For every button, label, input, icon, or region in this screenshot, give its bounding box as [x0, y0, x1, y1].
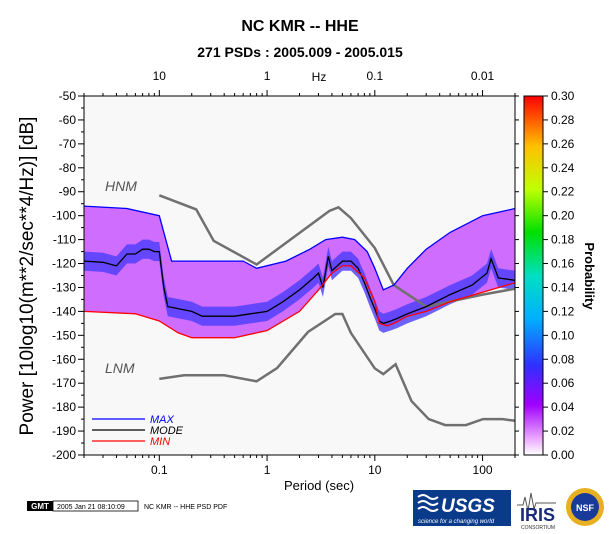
colorbar-tick-label: 0.06 — [551, 376, 575, 390]
max-line — [84, 205, 515, 291]
colorbar-label: Probability — [582, 242, 597, 310]
colorbar-ticks: 0.00 0.02 0.04 0.06 0.08 0.10 0.12 0.14 0.16 0.18… — [543, 89, 575, 462]
gmt-footer: GMT 2005 Jan 21 08:10:09 NC KMR -- HHE P… — [27, 500, 227, 512]
y-tick-label: -160 — [52, 352, 76, 366]
y-axis-label: Power [10log10(m**2/sec**4/Hz)] [dB] — [17, 117, 38, 436]
y-tick-label: -150 — [52, 328, 76, 342]
top-axis: 10 1 0.1 0.01 — [153, 69, 495, 96]
psd-series — [84, 205, 515, 339]
usgs-logo-text: USGS — [441, 496, 495, 517]
x-tick-label: 100 — [473, 463, 493, 477]
pdf-core — [84, 239, 515, 333]
top-axis-label: Hz — [312, 70, 327, 84]
colorbar-tick-label: 0.10 — [551, 328, 575, 342]
x-axis-label: Period (sec) — [284, 478, 354, 493]
usgs-logo-bg — [413, 490, 511, 526]
nsf-logo-text: NSF — [576, 503, 595, 513]
footer-timestamp: 2005 Jan 21 08:10:09 — [57, 504, 125, 511]
legend-label-min: MIN — [150, 436, 170, 448]
y-tick-label: -110 — [53, 233, 76, 247]
iris-logo: IRIS CONSORTIUM — [517, 492, 556, 531]
y-tick-label: -100 — [52, 209, 76, 223]
chart-title: NC KMR -- HHE — [241, 18, 359, 35]
y-tick-label: -70 — [59, 137, 77, 151]
colorbar-tick-label: 0.16 — [551, 257, 575, 271]
top-tick-label: 0.1 — [366, 69, 383, 83]
iris-logo-text: IRIS — [520, 505, 555, 525]
y-tick-label: -50 — [59, 89, 77, 103]
seismogram-icon — [517, 492, 556, 512]
y-tick-label: -190 — [52, 424, 76, 438]
y-tick-label: -140 — [52, 304, 76, 318]
colorbar-tick-label: 0.02 — [551, 424, 575, 438]
lnm-label: LNM — [105, 360, 135, 376]
iris-tagline: CONSORTIUM — [521, 525, 555, 531]
colorbar-tick-label: 0.30 — [551, 89, 575, 103]
y-tick-label: -180 — [52, 400, 76, 414]
colorbar-tick-label: 0.18 — [551, 233, 575, 247]
legend-label-max: MAX — [150, 414, 175, 426]
top-tick-label: 1 — [264, 69, 271, 83]
min-line — [84, 265, 515, 339]
mode-line — [84, 248, 515, 325]
colorbar-tick-label: 0.14 — [551, 280, 575, 294]
colorbar-tick-label: 0.12 — [551, 304, 575, 318]
gmt-badge-box — [27, 501, 53, 511]
colorbar-tick-label: 0.04 — [551, 400, 575, 414]
colorbar-tick-label: 0.24 — [551, 161, 575, 175]
colorbar-tick-label: 0.20 — [551, 209, 575, 223]
chart-subtitle: 271 PSDs : 2005.009 - 2005.015 — [197, 44, 403, 60]
hnm-label: HNM — [105, 178, 137, 194]
colorbar — [523, 95, 544, 456]
colorbar-tick-label: 0.08 — [551, 352, 575, 366]
y-tick-label: -80 — [59, 161, 77, 175]
hnm-model-line — [158, 194, 515, 308]
y-tick-label: -200 — [52, 448, 76, 462]
colorbar-tick-label: 0.28 — [551, 113, 575, 127]
model-labels: HNM LNM — [105, 178, 137, 376]
usgs-logo: USGS science for a changing world — [413, 490, 511, 526]
top-tick-label: 0.01 — [471, 69, 495, 83]
y-tick-label: -90 — [59, 185, 77, 199]
noise-models — [158, 194, 515, 427]
colorbar-tick-label: 0.00 — [551, 448, 575, 462]
top-tick-label: 10 — [153, 69, 167, 83]
x-axis: 0.1 1 10 100 — [83, 93, 516, 477]
gmt-badge: GMT — [31, 502, 49, 511]
y-tick-label: -120 — [52, 257, 76, 271]
nsf-logo: NSF — [566, 488, 604, 526]
usgs-tagline: science for a changing world — [418, 519, 495, 525]
legend-label-mode: MODE — [150, 425, 184, 437]
colorbar-tick-label: 0.22 — [551, 185, 575, 199]
nsf-seal-center — [571, 493, 599, 521]
y-axis: -50 -60 -70 -80 -90 -100 -110 -120 -130 -140 -150 -… — [52, 89, 519, 462]
lnm-model-line — [159, 312, 515, 427]
usgs-wave-icon — [417, 494, 439, 512]
footer-caption: NC KMR -- HHE PSD PDF — [144, 504, 227, 511]
colorbar-tick-label: 0.26 — [551, 137, 575, 151]
x-tick-label: 0.1 — [151, 463, 168, 477]
x-tick-label: 1 — [264, 463, 271, 477]
timestamp-box — [52, 500, 139, 512]
y-tick-label: -130 — [52, 280, 76, 294]
y-tick-label: -170 — [52, 376, 76, 390]
y-tick-label: -60 — [59, 113, 77, 127]
x-tick-label: 10 — [368, 463, 382, 477]
